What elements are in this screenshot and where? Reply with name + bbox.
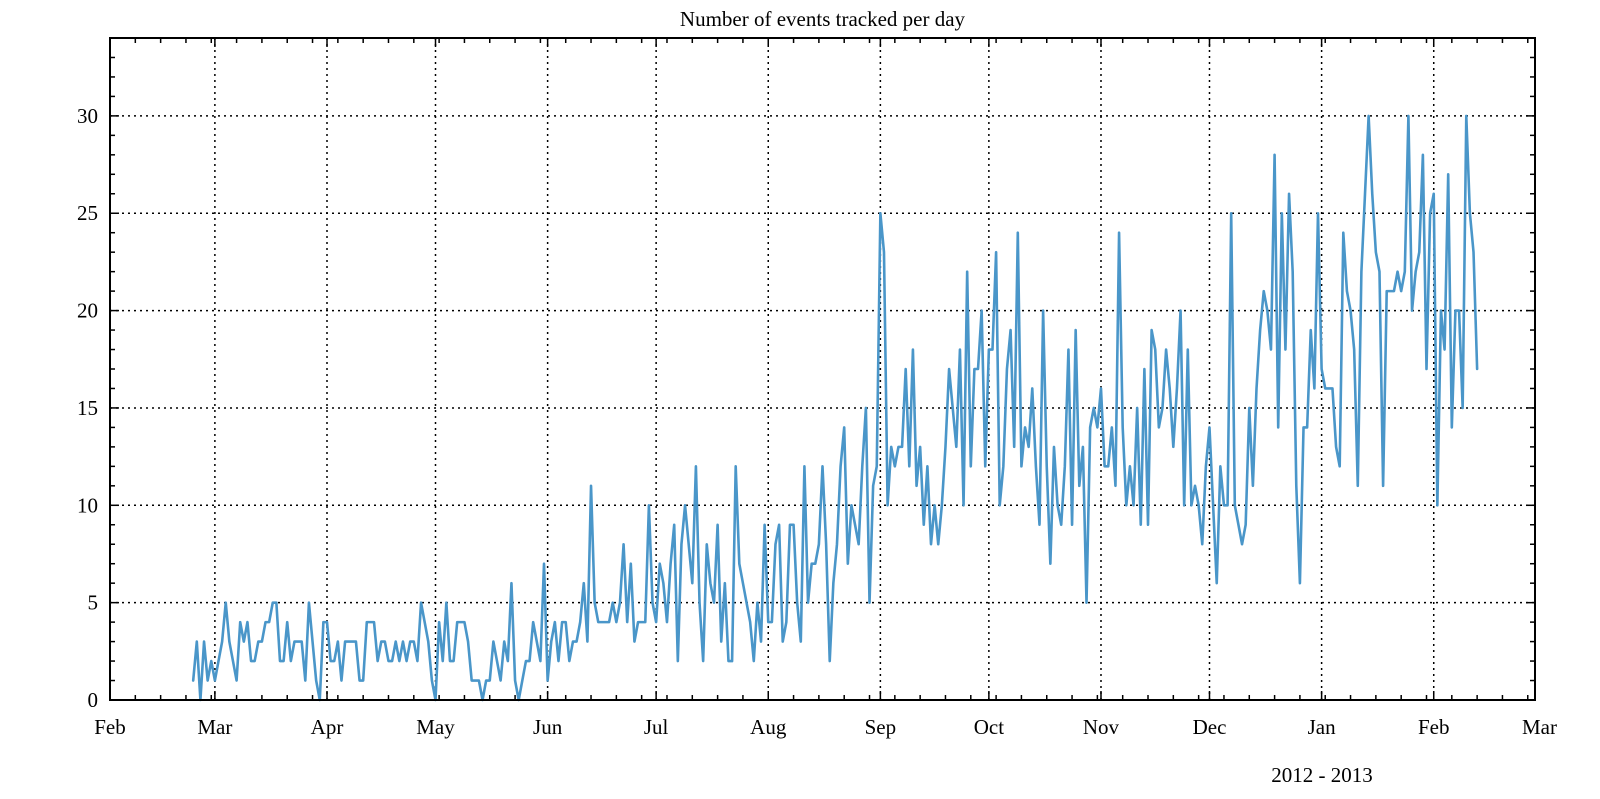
x-tick-label: Feb	[94, 715, 126, 739]
x-tick-label: Jun	[533, 715, 563, 739]
x-tick-label: Jan	[1308, 715, 1336, 739]
x-tick-label: May	[416, 715, 455, 739]
y-tick-label: 30	[77, 104, 98, 128]
x-tick-label: Sep	[865, 715, 897, 739]
series-line	[191, 114, 1479, 702]
x-tick-label: Oct	[974, 715, 1004, 739]
y-tick-label: 5	[88, 591, 99, 615]
x-tick-label: Jul	[644, 715, 669, 739]
x-tick-label: Nov	[1083, 715, 1120, 739]
x-tick-label: Mar	[1522, 715, 1557, 739]
y-tick-label: 20	[77, 299, 98, 323]
x-tick-label: Mar	[197, 715, 232, 739]
y-axis-tick-labels: 0 5 10 15 20 25 30	[77, 104, 98, 712]
y-tick-label: 15	[77, 396, 98, 420]
x-tick-label: Aug	[750, 715, 787, 739]
chart-title: Number of events tracked per day	[680, 7, 966, 31]
x-tick-label: Dec	[1193, 715, 1227, 739]
x-tick-label: Apr	[311, 715, 344, 739]
x-tick-label: Feb	[1418, 715, 1450, 739]
plot-frame	[109, 37, 1536, 701]
y-tick-label: 25	[77, 201, 98, 225]
x-axis-tick-labels: Feb Mar Apr May Jun Jul Aug Sep Oct Nov Dec Jan Feb M…	[94, 715, 1557, 739]
y-tick-label: 10	[77, 493, 98, 517]
y-tick-label: 0	[88, 688, 99, 712]
x-axis-label: 2012 - 2013	[1271, 763, 1373, 787]
